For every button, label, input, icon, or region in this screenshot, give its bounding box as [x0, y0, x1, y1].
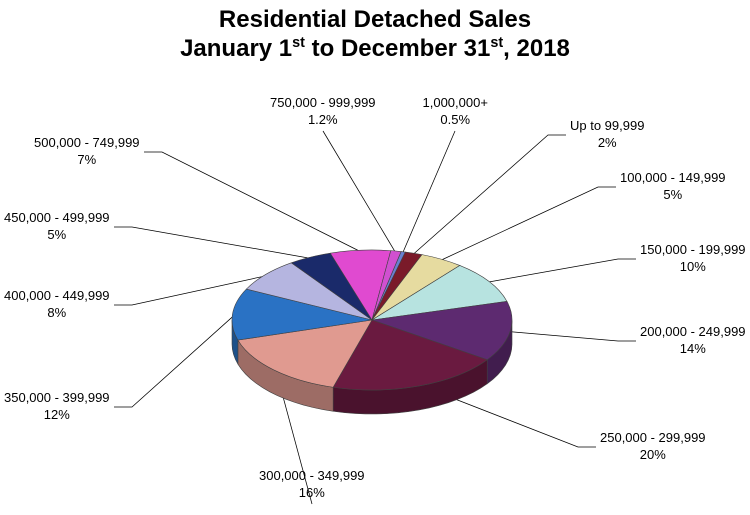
slice-label-pct: 5% [663, 187, 682, 202]
slice-label-range: 250,000 - 299,999 [600, 430, 706, 445]
leader-line [487, 259, 636, 282]
slice-label: Up to 99,999 2% [570, 118, 644, 152]
slice-label-pct: 16% [299, 485, 325, 500]
slice-label-range: 1,000,000+ [423, 95, 488, 110]
leader-line [144, 152, 361, 252]
slice-label-range: 350,000 - 399,999 [4, 390, 110, 405]
slice-label: 200,000 - 249,999 14% [640, 324, 746, 358]
leader-line [114, 227, 311, 258]
leader-line [114, 314, 235, 407]
slice-label-range: 450,000 - 499,999 [4, 210, 110, 225]
slice-label-range: 400,000 - 449,999 [4, 288, 110, 303]
slice-label-range: Up to 99,999 [570, 118, 644, 133]
leader-line [507, 331, 636, 341]
title-line-2: January 1st to December 31st, 2018 [180, 35, 570, 62]
slice-label-pct: 5% [47, 227, 66, 242]
slice-label: 400,000 - 449,999 8% [4, 288, 110, 322]
slice-label-pct: 12% [44, 407, 70, 422]
slice-label-pct: 2% [598, 135, 617, 150]
title-line-1: Residential Detached Sales [219, 6, 531, 33]
slice-label-pct: 14% [680, 341, 706, 356]
leader-line [403, 131, 455, 253]
slice-label-pct: 0.5% [440, 112, 470, 127]
slice-label-range: 500,000 - 749,999 [34, 135, 140, 150]
slice-label: 150,000 - 199,999 10% [640, 242, 746, 276]
chart-title: Residential Detached SalesJanuary 1st to… [0, 6, 750, 64]
slice-label-pct: 20% [640, 447, 666, 462]
slice-label: 350,000 - 399,999 12% [4, 390, 110, 424]
slice-label: 750,000 - 999,999 1.2% [270, 95, 376, 129]
slice-label: 500,000 - 749,999 7% [34, 135, 140, 169]
slice-label-range: 100,000 - 149,999 [620, 170, 726, 185]
slice-label-pct: 7% [77, 152, 96, 167]
slice-label: 250,000 - 299,999 20% [600, 430, 706, 464]
slice-label-range: 150,000 - 199,999 [640, 242, 746, 257]
slice-label: 1,000,000+ 0.5% [423, 95, 488, 129]
leader-line [323, 131, 395, 252]
slice-label-pct: 1.2% [308, 112, 338, 127]
slice-label-range: 750,000 - 999,999 [270, 95, 376, 110]
leader-line [413, 135, 566, 255]
slice-label: 300,000 - 349,999 16% [259, 468, 365, 502]
slice-label: 100,000 - 149,999 5% [620, 170, 726, 204]
slice-label: 450,000 - 499,999 5% [4, 210, 110, 244]
leader-line [440, 187, 616, 261]
slice-label-range: 300,000 - 349,999 [259, 468, 365, 483]
slice-label-pct: 10% [680, 259, 706, 274]
slice-label-pct: 8% [47, 305, 66, 320]
slice-label-range: 200,000 - 249,999 [640, 324, 746, 339]
